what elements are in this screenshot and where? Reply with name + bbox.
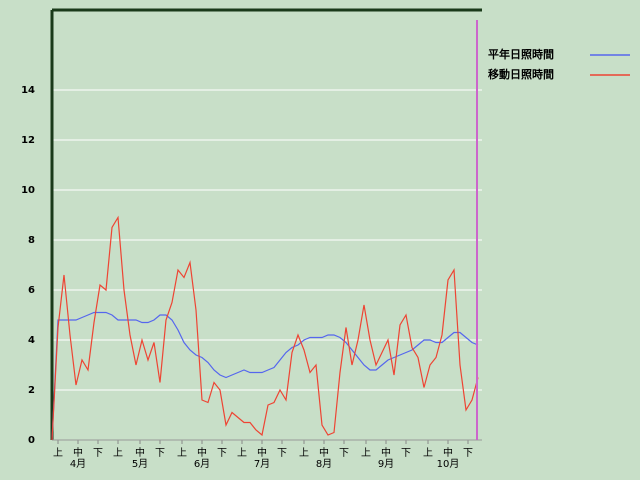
x-tick-label: 上 [361,447,371,459]
x-tick-label: 下 [463,448,473,459]
x-tick-label: 下 [217,448,227,459]
month-label: 10月 [437,458,460,470]
y-tick-label: 0 [28,435,35,446]
x-tick-label: 上 [423,447,433,459]
x-tick-label: 下 [93,448,103,459]
x-tick-label: 上 [53,447,63,459]
x-tick-label: 中 [443,446,453,459]
x-tick-label: 中 [73,446,83,459]
y-tick-label: 8 [28,235,35,246]
month-label: 6月 [194,458,210,470]
month-label: 9月 [378,458,394,470]
x-tick-label: 中 [135,446,145,459]
y-tick-label: 14 [21,85,35,96]
x-tick-label: 中 [381,446,391,459]
series-line [51,215,479,441]
x-tick-label: 下 [277,448,287,459]
y-tick-label: 10 [21,185,35,196]
series-line [51,311,479,441]
month-label: 8月 [316,458,332,470]
y-tick-label: 4 [28,335,35,346]
y-tick-label: 2 [28,385,35,396]
x-tick-label: 上 [299,447,309,459]
x-tick-label: 下 [339,448,349,459]
x-tick-label: 中 [319,446,329,459]
legend-label: 平年日照時間 [488,47,554,61]
x-tick-label: 中 [197,446,207,459]
x-tick-label: 上 [113,447,123,459]
month-label: 5月 [132,458,148,470]
x-tick-label: 中 [257,446,267,459]
y-tick-label: 6 [28,285,35,296]
x-tick-label: 下 [155,448,165,459]
x-tick-label: 上 [177,447,187,459]
month-label: 7月 [254,458,270,470]
x-tick-label: 上 [237,447,247,459]
x-tick-label: 下 [401,448,411,459]
legend-label: 移動日照時間 [488,67,554,81]
month-label: 4月 [70,458,86,470]
y-tick-label: 12 [21,135,35,146]
